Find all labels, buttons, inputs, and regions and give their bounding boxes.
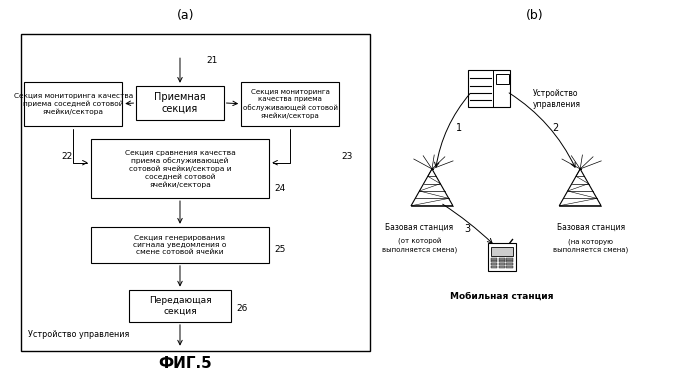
Text: 3: 3 <box>464 224 470 234</box>
Text: Базовая станция: Базовая станция <box>556 223 625 232</box>
Text: ФИГ.5: ФИГ.5 <box>159 357 212 371</box>
Bar <box>499 260 505 262</box>
Bar <box>21 34 370 351</box>
Text: 22: 22 <box>62 152 73 161</box>
Bar <box>24 82 122 126</box>
Bar <box>496 74 510 84</box>
Text: (a): (a) <box>176 9 194 22</box>
Text: 23: 23 <box>341 152 352 161</box>
Bar <box>499 263 505 265</box>
Text: (на которую
выполняется смена): (на которую выполняется смена) <box>553 238 628 253</box>
Bar <box>506 258 512 259</box>
Text: Устройство управления: Устройство управления <box>28 330 129 339</box>
Text: Базовая станция: Базовая станция <box>385 223 454 232</box>
Text: Приемная
секция: Приемная секция <box>154 92 206 114</box>
Bar <box>136 86 224 120</box>
Bar <box>129 290 231 322</box>
Text: (b): (b) <box>526 9 544 22</box>
Bar <box>91 139 269 198</box>
Bar <box>491 260 498 262</box>
Bar <box>506 263 512 265</box>
Bar <box>468 70 510 107</box>
Bar <box>506 266 512 268</box>
Text: 21: 21 <box>206 56 217 66</box>
Text: Секция сравнения качества
приема обслуживающей
сотовой ячейки/сектора и
соседней: Секция сравнения качества приема обслужи… <box>124 150 236 187</box>
Bar <box>506 260 512 262</box>
Text: 26: 26 <box>236 304 247 313</box>
Bar <box>241 82 339 126</box>
Bar <box>91 227 269 263</box>
Text: (от которой
выполняется смена): (от которой выполняется смена) <box>382 238 457 253</box>
Bar <box>491 258 498 259</box>
Text: 1: 1 <box>456 123 462 133</box>
Text: Устройство
управления: Устройство управления <box>533 89 581 109</box>
Bar <box>488 243 516 271</box>
Text: Секция мониторинга качества
приема соседней сотовой
ячейки/сектора: Секция мониторинга качества приема сосед… <box>14 93 133 115</box>
Text: Секция генерирования
сигнала уведомления о
смене сотовой ячейки: Секция генерирования сигнала уведомления… <box>134 235 226 255</box>
Text: Секция мониторинга
качества приема
обслуживающей сотовой
ячейки/сектора: Секция мониторинга качества приема обслу… <box>243 89 338 118</box>
Text: 2: 2 <box>553 123 559 133</box>
Text: 24: 24 <box>275 184 286 193</box>
Bar <box>491 266 498 268</box>
Text: 25: 25 <box>275 245 286 254</box>
Bar <box>491 247 513 256</box>
Text: Передающая
секция: Передающая секция <box>149 296 211 315</box>
Bar <box>499 258 505 259</box>
Text: Мобильная станция: Мобильная станция <box>450 291 554 301</box>
Bar <box>499 266 505 268</box>
Bar <box>491 263 498 265</box>
